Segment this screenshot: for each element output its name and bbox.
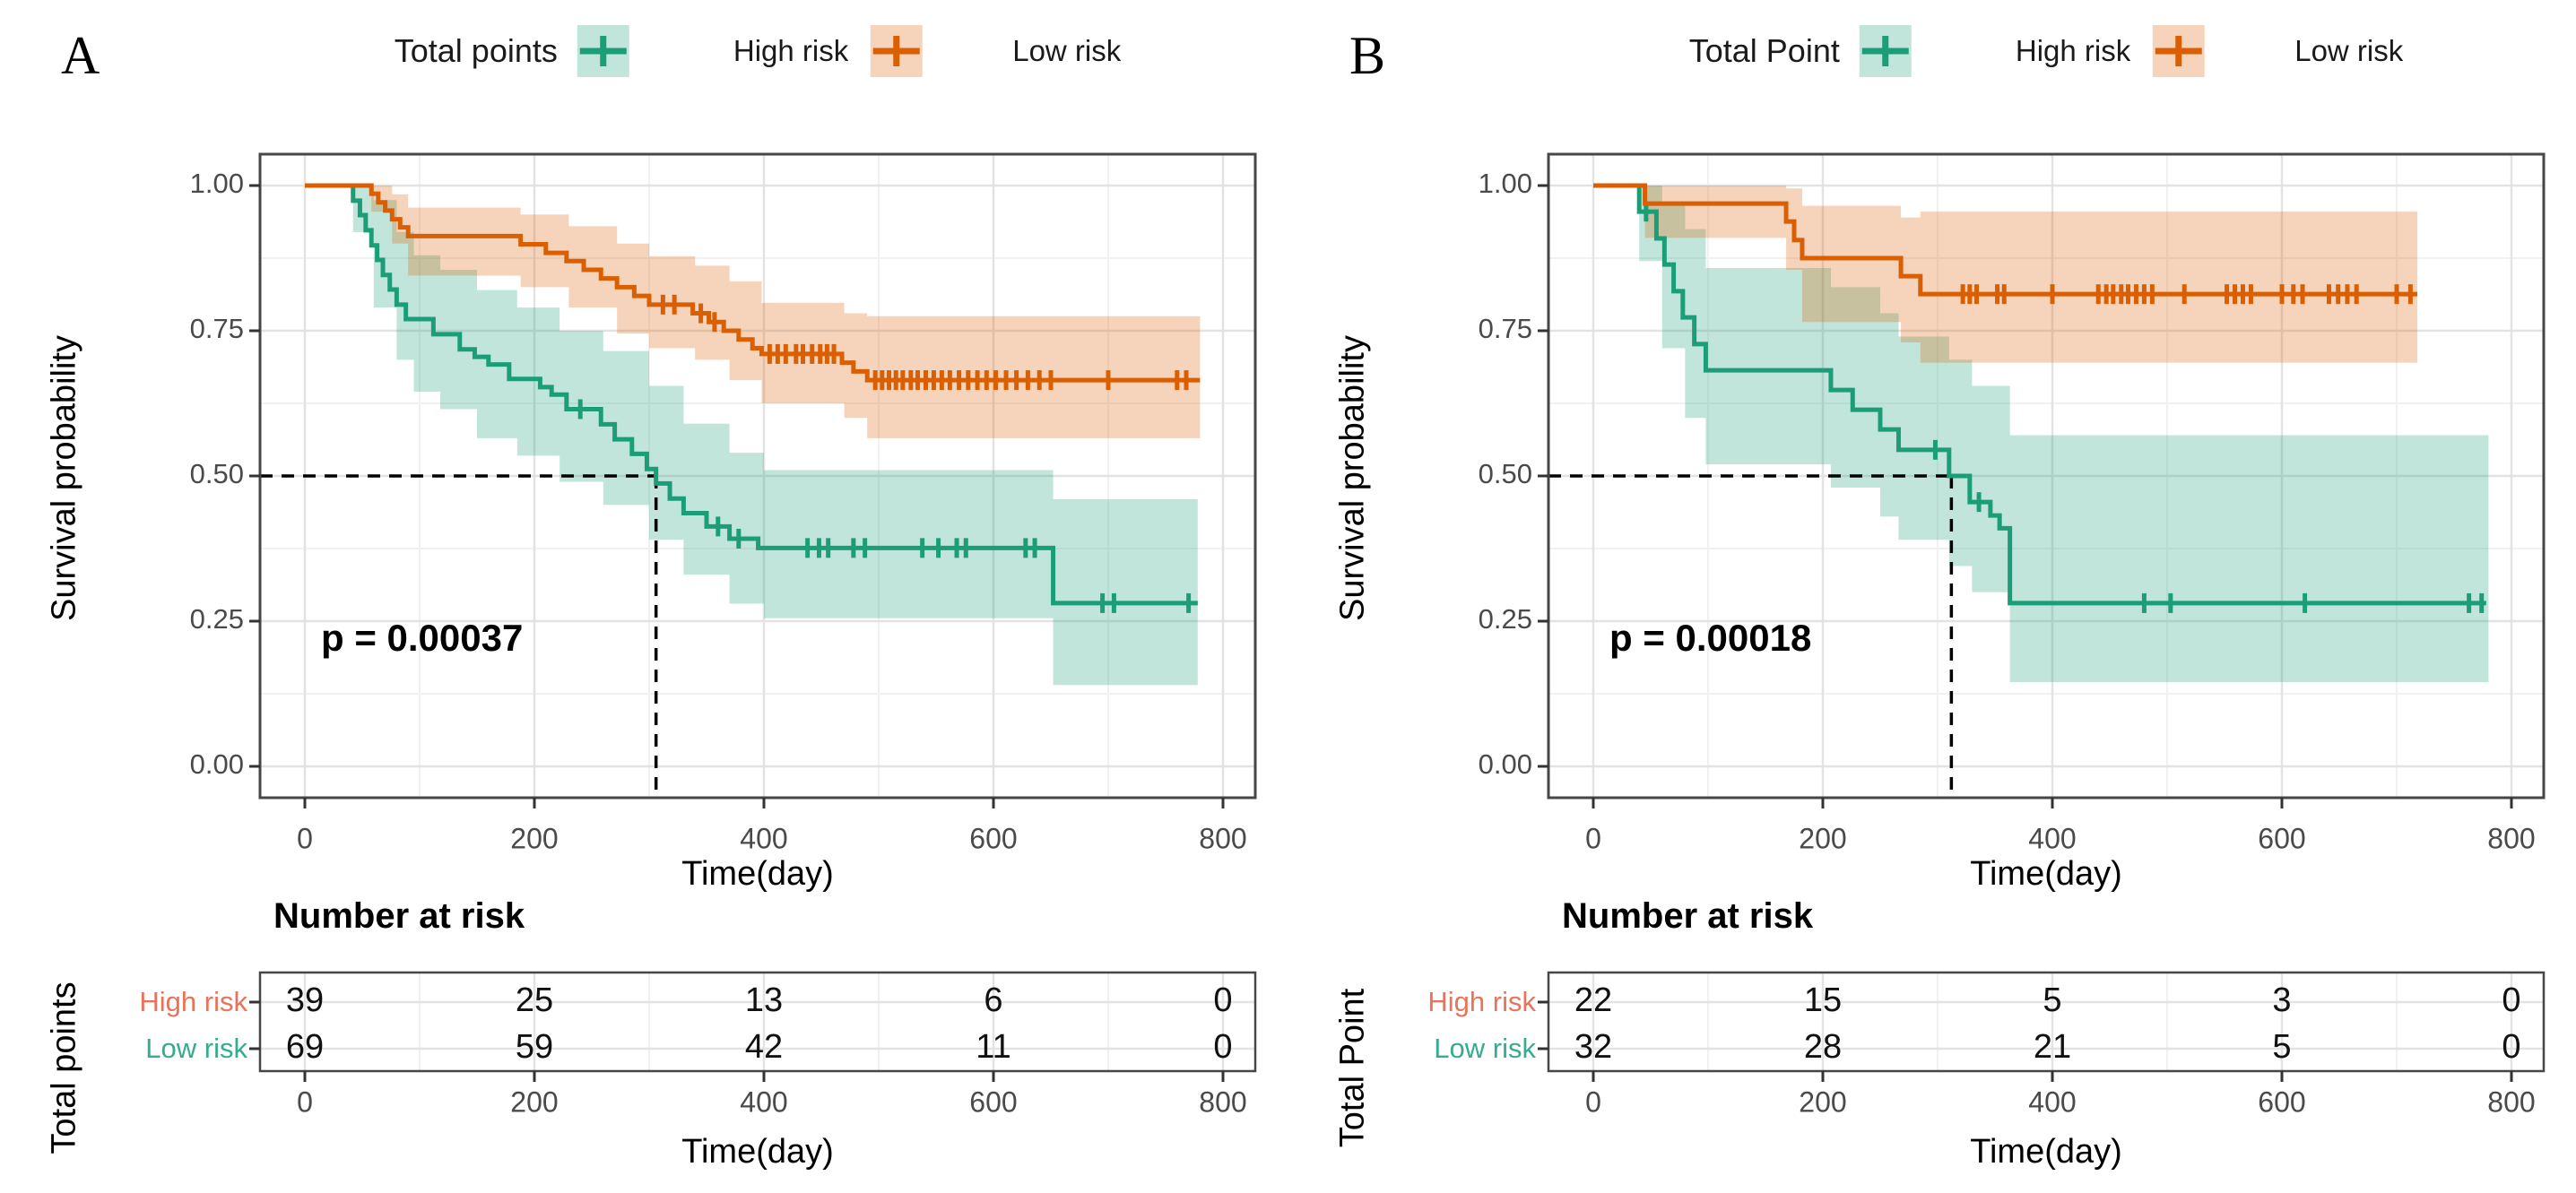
x-tick-label: 400 <box>740 822 787 854</box>
legend-key-high-risk-icon <box>1859 25 1912 77</box>
km-plot-svg: 0 200 400 600 800 1.00 0.75 0.50 0.25 0.00 0 200 400… <box>1479 152 2546 1118</box>
risk-row-label-low: Low risk <box>145 1033 247 1064</box>
confidence-band-high-risk <box>1639 186 2489 683</box>
km-curve-low-risk <box>1593 183 2418 297</box>
panel-letter: A <box>61 26 100 85</box>
x-tick-label: 200 <box>510 822 558 854</box>
x-tick-label: 600 <box>969 822 1017 854</box>
risk-row-label-low: Low risk <box>1434 1033 1536 1064</box>
x-axis-title: Time(day) <box>1970 855 2122 893</box>
y-tick-label: 0.75 <box>1479 313 1532 344</box>
risk-x-tick-label: 600 <box>969 1085 1017 1118</box>
x-tick-label: 400 <box>2028 822 2076 854</box>
legend-label-low-risk: Low risk <box>1012 34 1122 67</box>
y-tick-label: 1.00 <box>1479 168 1532 199</box>
legend: Total Point High risk Low risk <box>1688 25 2404 77</box>
censor-plus-icon <box>2155 36 2203 66</box>
censor-plus-icon <box>579 36 627 66</box>
censor-plus-icon <box>873 36 921 66</box>
confidence-band-high-risk <box>352 186 1198 686</box>
risk-count: 59 <box>516 1028 553 1066</box>
risk-count: 15 <box>1804 981 1842 1019</box>
legend-key-low-risk-icon <box>871 25 924 77</box>
risk-x-tick-label: 0 <box>297 1085 313 1118</box>
legend-key-high-risk-icon <box>577 25 629 77</box>
risk-table-x-axis-title: Time(day) <box>681 1133 834 1171</box>
x-tick-label: 0 <box>297 822 313 854</box>
risk-count: 13 <box>745 981 783 1019</box>
legend: Total points High risk Low risk <box>394 25 1122 77</box>
risk-count: 69 <box>286 1028 324 1066</box>
confidence-band-low-risk <box>371 186 1201 438</box>
y-tick-label: 0.50 <box>1479 458 1532 489</box>
censor-plus-icon <box>1861 36 1909 66</box>
legend-key-low-risk-icon <box>2153 25 2206 77</box>
risk-table-title: Number at risk <box>273 896 525 936</box>
risk-table-border <box>1547 971 2546 1073</box>
x-axis-title: Time(day) <box>681 855 834 893</box>
risk-count: 25 <box>516 981 553 1019</box>
risk-x-tick-label: 400 <box>740 1085 787 1118</box>
legend-label-low-risk: Low risk <box>2294 34 2404 67</box>
p-value-label: p = 0.00018 <box>1609 617 1812 659</box>
y-tick-label: 0.75 <box>190 313 244 344</box>
panel-b: B Total Point High risk Low risk 0 200 400… <box>1288 0 2576 1193</box>
x-tick-label: 200 <box>1799 822 1846 854</box>
panel-letter: B <box>1349 26 1386 85</box>
risk-x-tick-label: 800 <box>2487 1085 2535 1118</box>
p-value-label: p = 0.00037 <box>321 617 524 659</box>
risk-count: 0 <box>1213 981 1232 1019</box>
risk-x-tick-label: 800 <box>1199 1085 1246 1118</box>
risk-count: 11 <box>976 1028 1010 1066</box>
km-curve-high-risk <box>1593 183 2486 606</box>
risk-x-tick-label: 400 <box>2028 1085 2076 1118</box>
y-tick-label: 0.25 <box>190 603 244 635</box>
risk-x-tick-label: 200 <box>510 1085 558 1118</box>
y-tick-label: 0.00 <box>190 748 244 780</box>
risk-count: 5 <box>2043 981 2061 1019</box>
risk-count: 0 <box>1213 1028 1232 1066</box>
risk-count: 0 <box>2502 981 2520 1019</box>
risk-table-x-axis-title: Time(day) <box>1970 1133 2122 1171</box>
risk-count: 0 <box>2502 1028 2520 1066</box>
risk-count: 32 <box>1574 1028 1612 1066</box>
panel-a: A Total points High risk Low risk 0 200 40… <box>45 25 1257 1171</box>
risk-table-title: Number at risk <box>1562 896 1814 936</box>
km-curve-low-risk <box>305 183 1201 383</box>
risk-x-tick-label: 0 <box>1585 1085 1601 1118</box>
y-tick-label: 0.50 <box>190 458 244 489</box>
risk-count: 6 <box>984 981 1002 1019</box>
x-tick-label: 0 <box>1585 822 1601 854</box>
risk-count: 28 <box>1804 1028 1842 1066</box>
risk-count: 39 <box>286 981 324 1019</box>
risk-row-label-high: High risk <box>1427 986 1536 1017</box>
legend-label-high-risk: High risk <box>733 34 849 67</box>
risk-x-tick-label: 200 <box>1799 1085 1846 1118</box>
risk-count: 22 <box>1574 981 1612 1019</box>
risk-row-label-high: High risk <box>139 986 247 1017</box>
risk-count: 42 <box>745 1028 783 1066</box>
x-tick-label: 800 <box>2487 822 2535 854</box>
y-tick-label: 0.00 <box>1479 748 1532 780</box>
y-tick-label: 1.00 <box>190 168 244 199</box>
km-curve-high-risk <box>305 183 1198 606</box>
risk-x-tick-label: 600 <box>2258 1085 2305 1118</box>
y-axis-title: Survival probability <box>45 335 83 621</box>
confidence-band-low-risk <box>1644 186 2418 363</box>
risk-count: 21 <box>2034 1028 2071 1066</box>
legend-title: Total points <box>394 32 558 69</box>
risk-table-border <box>258 971 1257 1073</box>
y-tick-label: 0.25 <box>1479 603 1532 635</box>
risk-count: 5 <box>2272 1028 2291 1066</box>
x-tick-label: 600 <box>2258 822 2305 854</box>
legend-title: Total Point <box>1688 32 1840 69</box>
y-axis-title: Survival probability <box>1333 335 1372 621</box>
legend-label-high-risk: High risk <box>2015 34 2131 67</box>
x-tick-label: 800 <box>1199 822 1246 854</box>
risk-count: 3 <box>2272 981 2291 1019</box>
